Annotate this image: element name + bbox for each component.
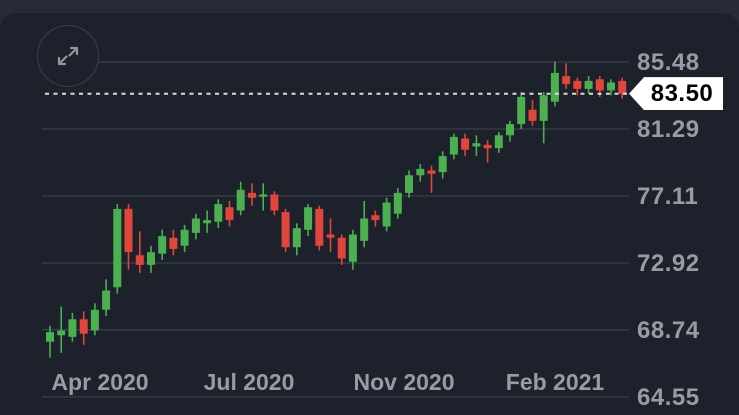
x-axis-label: Jul 2020	[203, 369, 295, 395]
y-axis-label: 72.92	[637, 249, 700, 277]
y-axis-label: 64.55	[637, 383, 700, 411]
current-price-value: 83.50	[650, 79, 714, 107]
x-axis-label: Feb 2021	[505, 369, 605, 395]
y-axis-label: 85.48	[637, 49, 700, 76]
y-axis-label: 68.74	[637, 316, 700, 344]
y-axis-label: 77.11	[637, 182, 699, 210]
x-axis-label: Nov 2020	[353, 369, 455, 395]
chart-card: 85.48 81.29 77.11 72.92 68.74 64.55 Apr 2020 J…	[0, 13, 739, 415]
expand-button[interactable]	[37, 25, 99, 87]
expand-arrows-icon	[57, 46, 79, 66]
x-axis-label: Apr 2020	[51, 369, 149, 395]
y-axis-label: 81.29	[637, 116, 700, 144]
current-price-tag: 83.50	[629, 77, 723, 111]
